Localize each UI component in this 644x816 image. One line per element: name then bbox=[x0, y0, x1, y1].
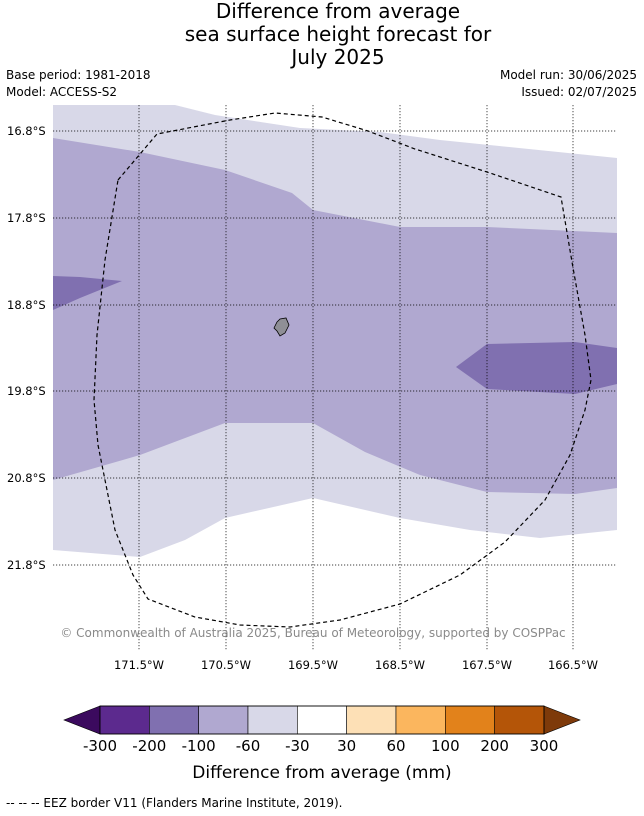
colorbar-tick-label: 60 bbox=[386, 737, 405, 755]
lat-label-1: 16.8°S bbox=[7, 124, 46, 138]
colorbar-outline bbox=[99, 705, 545, 735]
title-line-3: July 2025 bbox=[291, 45, 385, 69]
colorbar: -300 -200 -100 -60 -30 30 60 100 200 300 Differen… bbox=[63, 705, 581, 783]
colorbar-min-arrow bbox=[63, 705, 101, 735]
colorbar-tick-label: -100 bbox=[182, 737, 216, 755]
anomaly-region-medium bbox=[53, 138, 617, 494]
eez-footnote: -- -- -- EEZ border V11 (Flanders Marine… bbox=[6, 796, 343, 810]
colorbar-cell bbox=[297, 705, 347, 735]
meta-left: Base period: 1981-2018 Model: ACCESS-S2 bbox=[6, 67, 151, 101]
lat-label-2: 17.8°S bbox=[7, 211, 46, 225]
latitude-labels: 16.8°S 17.8°S 18.8°S 19.8°S 20.8°S 21.8°… bbox=[7, 124, 46, 572]
title-line-2: sea surface height forecast for bbox=[184, 22, 492, 46]
lon-label-6: 166.5°W bbox=[548, 658, 598, 672]
colorbar-tick-label: 100 bbox=[431, 737, 460, 755]
lon-label-5: 167.5°W bbox=[462, 658, 512, 672]
lat-label-4: 19.8°S bbox=[7, 384, 46, 398]
lat-label-5: 20.8°S bbox=[7, 471, 46, 485]
base-period-text: Base period: 1981-2018 bbox=[6, 68, 151, 82]
colorbar-cell bbox=[494, 705, 545, 735]
lon-label-3: 169.5°W bbox=[288, 658, 338, 672]
colorbar-cell bbox=[247, 705, 298, 735]
colorbar-tick-label: 30 bbox=[337, 737, 356, 755]
lon-label-1: 171.5°W bbox=[114, 658, 164, 672]
colorbar-tick-label: -30 bbox=[285, 737, 310, 755]
model-text: Model: ACCESS-S2 bbox=[6, 85, 118, 99]
model-run-text: Model run: 30/06/2025 bbox=[499, 68, 637, 82]
colorbar-cell bbox=[149, 705, 199, 735]
colorbar-cell bbox=[99, 705, 150, 735]
lat-label-6: 21.8°S bbox=[7, 558, 46, 572]
colorbar-tick-labels: -300 -200 -100 -60 -30 30 60 100 200 300 bbox=[83, 737, 558, 755]
colorbar-cells bbox=[99, 705, 545, 735]
colorbar-cell bbox=[346, 705, 397, 735]
colorbar-tick-label: -200 bbox=[132, 737, 166, 755]
island-shape bbox=[273, 317, 290, 337]
longitude-labels: 171.5°W 170.5°W 169.5°W 168.5°W 167.5°W … bbox=[114, 658, 598, 672]
colorbar-tick-label: -300 bbox=[83, 737, 117, 755]
lat-label-3: 18.8°S bbox=[7, 298, 46, 312]
issued-text: Issued: 02/07/2025 bbox=[521, 85, 637, 99]
lon-label-2: 170.5°W bbox=[201, 658, 251, 672]
colorbar-tick-label: -60 bbox=[236, 737, 261, 755]
anomaly-patch-east bbox=[456, 342, 617, 394]
title-line-1: Difference from average bbox=[215, 0, 461, 23]
copyright-credit: © Commonwealth of Australia 2025, Bureau… bbox=[60, 626, 565, 640]
graticule bbox=[53, 105, 617, 650]
colorbar-cell bbox=[395, 705, 446, 735]
colorbar-cell bbox=[198, 705, 249, 735]
map-title: Difference from average sea surface heig… bbox=[0, 0, 644, 69]
colorbar-tick-label: 200 bbox=[480, 737, 509, 755]
colorbar-title: Difference from average (mm) bbox=[192, 763, 451, 783]
eez-border bbox=[93, 112, 592, 628]
colorbar-cell bbox=[445, 705, 495, 735]
colorbar-max-arrow bbox=[543, 705, 581, 735]
meta-right: Model run: 30/06/2025 Issued: 02/07/2025 bbox=[500, 67, 637, 101]
colorbar-tick-label: 300 bbox=[530, 737, 559, 755]
lon-label-4: 168.5°W bbox=[375, 658, 425, 672]
map-panel: © Commonwealth of Australia 2025, Bureau… bbox=[53, 105, 617, 650]
anomaly-patch-west bbox=[53, 276, 122, 310]
